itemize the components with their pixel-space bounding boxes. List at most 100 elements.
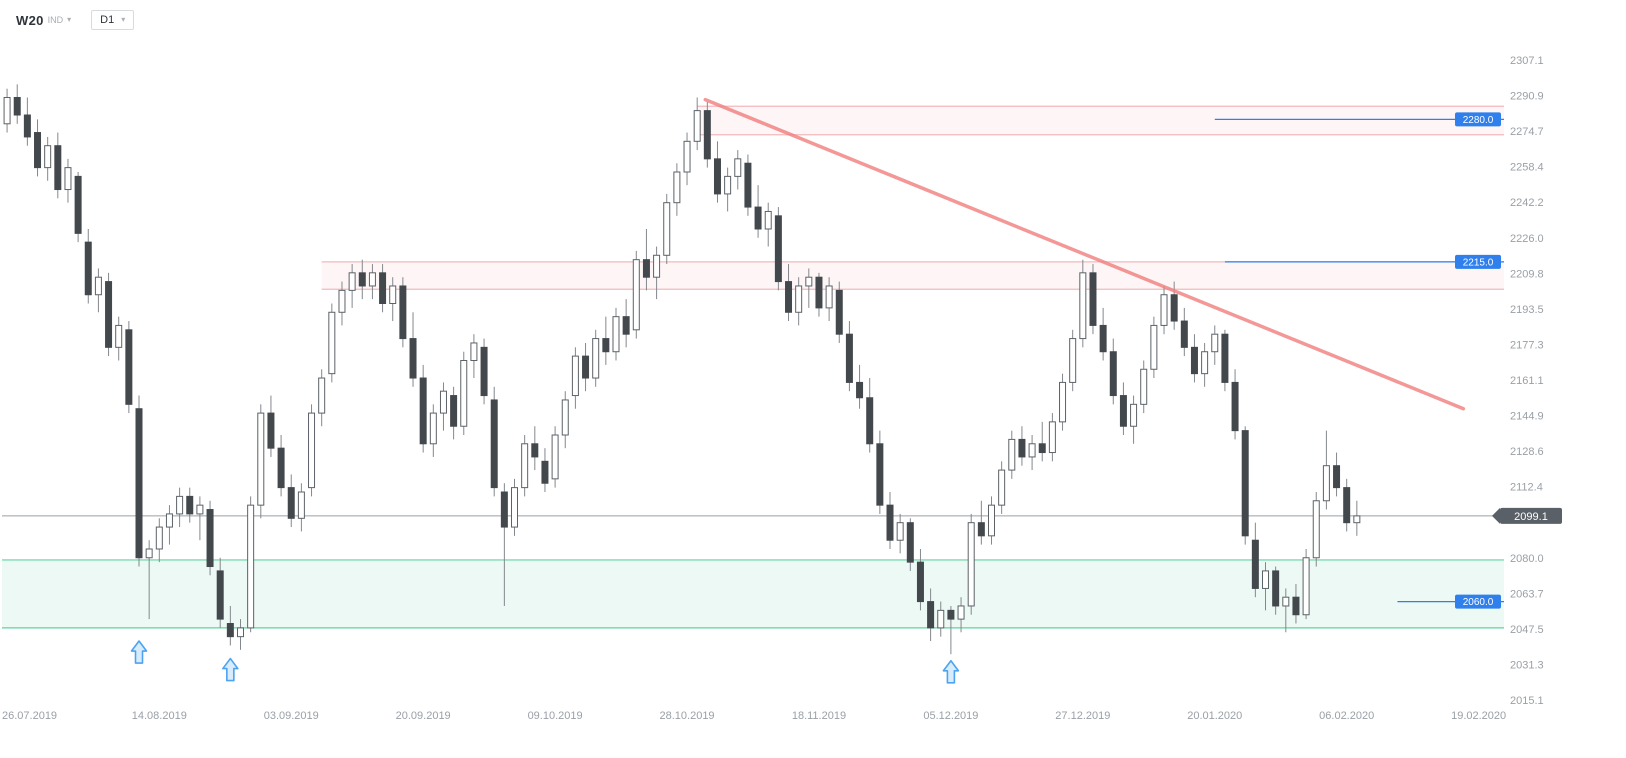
candle-2019-09-19	[409, 312, 417, 387]
timeframe-selector[interactable]: D1 ▾	[91, 10, 135, 30]
instrument-type-label: IND	[47, 14, 64, 25]
symbol-selector[interactable]: W20 IND ▾	[16, 13, 71, 28]
up-arrow-marker[interactable]	[130, 640, 148, 664]
candle-2019-08-23	[216, 557, 224, 628]
svg-text:2215.0: 2215.0	[1463, 257, 1494, 268]
candle-2019-11-26	[876, 430, 884, 514]
candle-2019-12-09	[967, 513, 975, 615]
candle-2019-12-30	[1089, 264, 1097, 335]
date-tick: 20.09.2019	[396, 710, 451, 722]
candle-2019-12-04	[937, 601, 945, 637]
up-arrow-marker[interactable]	[222, 657, 239, 682]
candle-2020-01-09	[1150, 316, 1158, 379]
candle-2019-10-14	[582, 342, 590, 392]
price-tick: 2307.1	[1510, 55, 1544, 67]
candle-2019-11-15	[805, 268, 813, 308]
date-tick: 26.07.2019	[2, 710, 57, 722]
candle-2020-01-15	[1190, 334, 1198, 383]
candle-2020-01-03	[1119, 382, 1127, 436]
price-tick: 2031.3	[1510, 659, 1544, 671]
candle-2019-11-22	[856, 364, 864, 409]
candle-2019-12-17	[1028, 435, 1036, 471]
candle-2019-10-15	[592, 329, 600, 387]
candle-2019-11-08	[764, 202, 772, 247]
candle-2019-10-21	[632, 250, 640, 339]
candle-2019-12-23	[1069, 329, 1077, 392]
candle-2019-10-28	[683, 132, 691, 186]
svg-text:2060.0: 2060.0	[1463, 597, 1494, 608]
date-axis[interactable]: 26.07.2019 14.08.2019 03.09.2019 20.09.2019…	[2, 710, 1506, 722]
price-tick: 2242.2	[1510, 197, 1544, 209]
candle-2019-10-18	[622, 299, 630, 348]
candle-2019-12-12	[998, 461, 1006, 514]
candle-2019-09-20	[419, 364, 427, 453]
level-badge-2280.0[interactable]: 2280.0	[1455, 112, 1501, 127]
candle-2020-02-05	[1343, 478, 1351, 532]
candle-2019-12-05	[947, 605, 955, 655]
candle-2020-01-21	[1231, 369, 1239, 440]
candle-2019-08-06	[94, 268, 102, 313]
candle-2020-01-29	[1292, 584, 1300, 624]
price-tick: 2226.0	[1510, 233, 1544, 245]
resistance-zone-2215[interactable]	[321, 261, 1505, 290]
date-tick: 18.11.2019	[792, 710, 846, 722]
up-arrow-marker[interactable]	[942, 659, 960, 684]
candle-2019-08-26	[226, 605, 234, 646]
candle-2019-09-16	[379, 264, 387, 313]
candle-2019-12-06	[957, 597, 965, 633]
candle-2019-12-11	[987, 496, 995, 545]
price-tick: 2128.6	[1510, 446, 1544, 458]
candle-2019-10-09	[551, 426, 559, 488]
candle-2019-10-02	[500, 483, 508, 606]
date-tick: 20.01.2020	[1187, 710, 1242, 722]
candle-2019-11-27	[886, 492, 894, 549]
price-tick: 2209.8	[1510, 268, 1544, 280]
date-tick: 14.08.2019	[132, 710, 187, 722]
level-badge-2060.0[interactable]: 2060.0	[1455, 594, 1501, 609]
resistance-zone-2280[interactable]	[697, 105, 1504, 136]
candle-2019-11-04	[724, 167, 732, 212]
candle-2019-10-07	[531, 426, 539, 471]
candle-2019-10-17	[612, 307, 620, 361]
price-tick: 2063.7	[1510, 588, 1544, 600]
candle-2020-01-02	[1109, 338, 1117, 405]
candle-2019-08-19	[176, 487, 184, 528]
candle-2019-10-01	[490, 386, 498, 497]
candle-2019-12-18	[1038, 421, 1046, 462]
candle-2019-10-30	[703, 101, 711, 168]
candle-2019-11-19	[825, 277, 833, 322]
candle-2019-12-20	[1059, 373, 1067, 431]
candle-2020-01-31	[1312, 492, 1320, 567]
candle-2020-01-08	[1140, 360, 1148, 414]
candle-2020-01-24	[1262, 562, 1270, 611]
price-axis[interactable]: 2307.1 2290.9 2274.7 2258.4 2242.2 2226.0 2209…	[1510, 55, 1544, 707]
candle-2019-11-07	[754, 185, 762, 238]
candle-2020-01-28	[1282, 588, 1290, 633]
candle-2019-09-04	[297, 483, 305, 532]
price-tick: 2177.3	[1510, 339, 1544, 351]
candle-2019-10-25	[673, 163, 681, 216]
downtrend-line[interactable]	[703, 97, 1466, 411]
candle-2019-11-20	[835, 281, 843, 343]
candle-2019-12-02	[916, 548, 924, 611]
price-tick: 2274.7	[1510, 126, 1544, 138]
candle-2019-07-24	[3, 88, 11, 133]
candle-2019-09-25	[450, 386, 458, 440]
candle-2019-08-05	[84, 228, 92, 304]
candle-2019-09-11	[348, 264, 356, 308]
date-tick: 03.09.2019	[264, 710, 319, 722]
candle-2019-11-25	[866, 378, 874, 453]
candle-2019-10-22	[642, 228, 650, 291]
price-level-lines	[1214, 118, 1504, 603]
level-badge-2215.0[interactable]: 2215.0	[1455, 254, 1501, 269]
candle-2019-11-28	[896, 513, 904, 554]
candle-2019-12-19	[1048, 413, 1056, 462]
candle-2019-11-29	[906, 518, 914, 571]
candle-2019-08-21	[196, 496, 204, 541]
candle-2020-02-04	[1333, 452, 1341, 497]
candle-2019-07-29	[34, 119, 42, 177]
candle-2019-10-10	[561, 391, 569, 449]
date-tick: 06.02.2020	[1319, 710, 1374, 722]
